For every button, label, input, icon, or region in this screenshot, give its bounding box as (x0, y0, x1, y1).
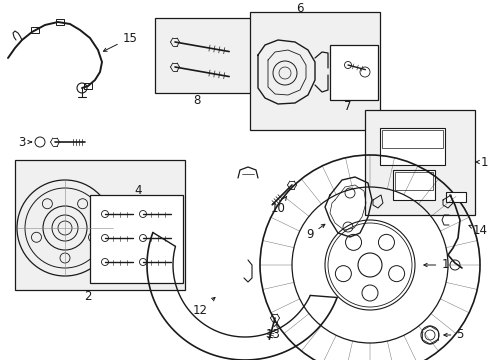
Text: 14: 14 (468, 224, 487, 237)
Bar (364, 110, 474, 215)
Text: 6: 6 (296, 1, 303, 14)
Bar (56, 19, 64, 25)
Bar (249, 12, 379, 130)
Bar (90, 195, 183, 283)
Text: 8: 8 (193, 94, 200, 107)
Text: 2: 2 (84, 289, 92, 302)
Bar (84, 83, 92, 89)
Bar (15, 160, 184, 290)
Text: 13: 13 (265, 323, 280, 342)
Text: 11: 11 (475, 156, 488, 168)
Text: 4: 4 (134, 184, 142, 198)
Bar (31, 27, 39, 33)
Text: 7: 7 (344, 99, 351, 112)
Text: 9: 9 (305, 224, 324, 242)
Text: 3: 3 (18, 135, 31, 148)
Bar (329, 45, 377, 100)
Bar (392, 170, 434, 200)
Text: 12: 12 (192, 297, 215, 316)
Text: 10: 10 (270, 197, 286, 215)
Bar (381, 130, 442, 148)
Bar (394, 172, 432, 190)
Text: 5: 5 (443, 328, 463, 342)
Text: 15: 15 (103, 31, 137, 51)
Bar (379, 128, 444, 165)
Bar (155, 18, 254, 93)
Text: 1: 1 (423, 258, 448, 271)
Bar (445, 192, 465, 202)
